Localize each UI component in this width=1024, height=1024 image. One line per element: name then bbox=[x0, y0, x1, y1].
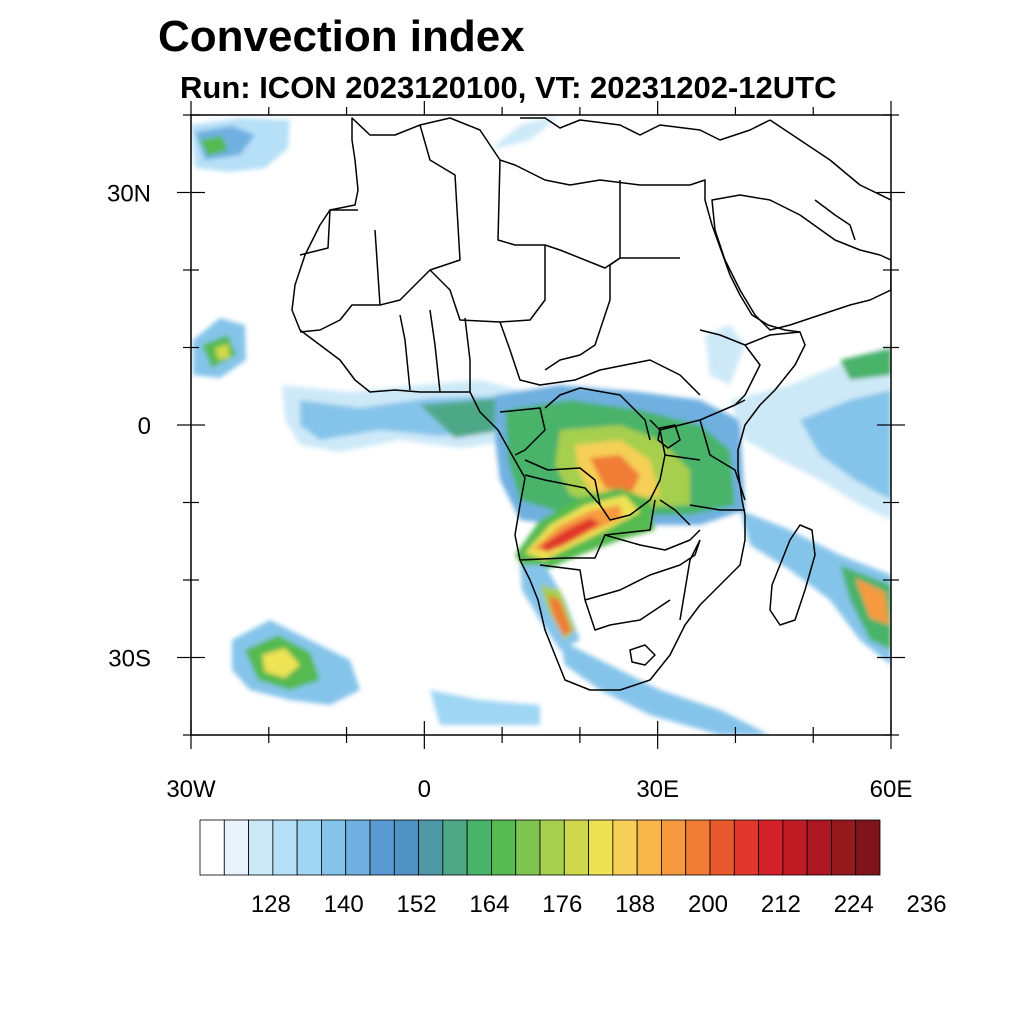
field-red-sea bbox=[490, 115, 560, 150]
colorbar-label: 152 bbox=[397, 891, 437, 918]
colorbar-swatch bbox=[636, 819, 662, 876]
colorbar-swatch bbox=[563, 819, 589, 876]
field-southern-band bbox=[560, 640, 770, 735]
y-tick-label: 30S bbox=[108, 646, 151, 673]
field-madagascar-se-max bbox=[855, 578, 889, 625]
field-south-atlantic-max bbox=[262, 648, 300, 678]
x-tick-label: 60E bbox=[870, 776, 913, 803]
field-ethiopia bbox=[705, 325, 745, 385]
colorbar-swatch bbox=[831, 819, 857, 876]
colorbar-label: 140 bbox=[324, 891, 364, 918]
colorbar-label: 236 bbox=[907, 891, 947, 918]
colorbar-swatch bbox=[199, 819, 225, 876]
colorbar-swatch bbox=[539, 819, 565, 876]
colorbar-swatch bbox=[806, 819, 832, 876]
borders-egypt-sudan bbox=[544, 180, 621, 371]
borders-lesotho bbox=[629, 644, 656, 666]
colorbar-swatch bbox=[466, 819, 492, 876]
colorbar-swatch bbox=[661, 819, 687, 876]
colorbar-label: 200 bbox=[688, 891, 728, 918]
field-sw-africa-max bbox=[548, 595, 572, 636]
madagascar-coastline bbox=[769, 524, 816, 626]
borders-gulf-coast bbox=[399, 309, 471, 393]
colorbar-label: 164 bbox=[469, 891, 509, 918]
europe-coastline bbox=[520, 117, 771, 141]
colorbar-swatch bbox=[393, 819, 419, 876]
chart-subtitle: Run: ICON 2023120100, VT: 20231202-12UTC bbox=[180, 70, 837, 105]
chart-title: Convection index bbox=[158, 12, 525, 61]
borders-zambia-zim bbox=[604, 529, 701, 551]
colorbar-swatch bbox=[248, 819, 274, 876]
colorbar-swatch bbox=[515, 819, 541, 876]
x-tick-label: 30E bbox=[636, 776, 679, 803]
y-tick-label: 30N bbox=[107, 181, 151, 208]
borders-west-africa-1 bbox=[299, 209, 358, 256]
borders-drc bbox=[524, 419, 666, 521]
field-north-atlantic-max bbox=[200, 136, 228, 156]
colorbar-swatch bbox=[296, 819, 322, 876]
borders-angola bbox=[519, 474, 656, 561]
colorbar-swatch bbox=[855, 819, 881, 876]
field-mozambique bbox=[740, 510, 891, 665]
colorbar bbox=[199, 819, 881, 876]
field-west-atlantic-max bbox=[215, 344, 230, 360]
field-gulf-green bbox=[420, 398, 505, 438]
lake-victoria bbox=[657, 424, 681, 449]
colorbar-swatch bbox=[685, 819, 711, 876]
colorbar-labels: 128 140 152 164 176 188 200 212 224 236 bbox=[251, 891, 947, 918]
colorbar-swatch bbox=[321, 819, 347, 876]
colorbar-swatch bbox=[733, 819, 759, 876]
middle-east-coastline bbox=[769, 119, 891, 201]
field-central-africa-red bbox=[590, 455, 640, 492]
colorbar-swatch bbox=[588, 819, 614, 876]
axis-tick-labels: 30W 0 30E 60E 30N 0 30S bbox=[107, 181, 912, 804]
colorbar-swatch bbox=[758, 819, 784, 876]
colorbar-swatch bbox=[345, 819, 371, 876]
x-tick-label: 0 bbox=[418, 776, 431, 803]
borders-horn bbox=[699, 329, 801, 406]
axis-ticks bbox=[177, 101, 905, 749]
borders-sahel bbox=[429, 245, 546, 323]
x-tick-label: 30W bbox=[166, 776, 216, 803]
field-indian-ocean-core bbox=[800, 390, 891, 500]
borders-cameroon-car bbox=[499, 321, 701, 396]
field-madagascar-se bbox=[840, 565, 891, 650]
borders-mozambique bbox=[659, 499, 701, 621]
convection-field bbox=[191, 115, 891, 735]
africa-coastline bbox=[291, 117, 806, 691]
colorbar-swatch bbox=[418, 819, 444, 876]
colorbar-label: 212 bbox=[761, 891, 801, 918]
persian-gulf bbox=[814, 199, 856, 241]
colorbar-label: 188 bbox=[615, 891, 655, 918]
colorbar-swatch bbox=[272, 819, 298, 876]
borders-maghreb bbox=[374, 124, 461, 306]
colorbar-swatch bbox=[709, 819, 735, 876]
colorbar-swatch bbox=[491, 819, 517, 876]
colorbar-swatch bbox=[369, 819, 395, 876]
colorbar-swatch bbox=[782, 819, 808, 876]
field-angola-red bbox=[538, 518, 600, 552]
borders-west-africa-2 bbox=[299, 304, 380, 333]
y-tick-label: 0 bbox=[138, 413, 151, 440]
colorbar-swatch bbox=[612, 819, 638, 876]
borders-southern-africa bbox=[539, 539, 701, 631]
borders-central-africa bbox=[499, 387, 651, 456]
borders-north-africa bbox=[497, 159, 680, 269]
arabia-coastline bbox=[711, 194, 891, 331]
field-south-streak bbox=[430, 690, 540, 725]
colorbar-swatch bbox=[223, 819, 249, 876]
borders-east-africa bbox=[659, 399, 746, 511]
colorbar-swatch bbox=[442, 819, 468, 876]
colorbar-label: 176 bbox=[542, 891, 582, 918]
colorbar-label: 128 bbox=[251, 891, 291, 918]
coastlines-and-borders bbox=[291, 117, 891, 691]
colorbar-label: 224 bbox=[834, 891, 874, 918]
field-indian-ocean-green bbox=[840, 348, 891, 380]
